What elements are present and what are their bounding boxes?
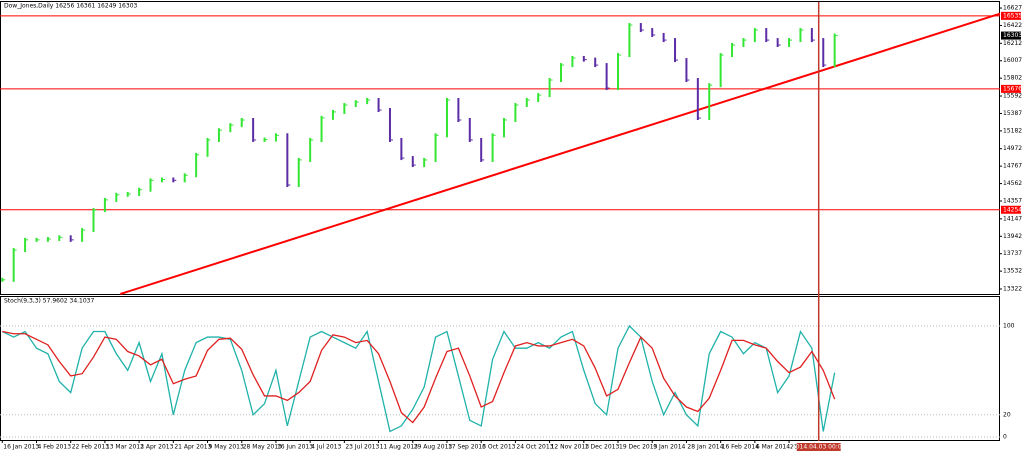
y-tick-label: 0 <box>1003 434 1007 441</box>
y-tick-label: 13942 <box>1003 233 1022 240</box>
x-tick-label: 22 Feb 2013 <box>72 444 110 451</box>
y-tick-label: 13737 <box>1003 250 1022 257</box>
x-tick-label: 16 Jan 2013 <box>3 444 39 451</box>
y-tick-label: 14147 <box>1003 215 1022 222</box>
x-tick-label: 4 Jul 2013 <box>311 444 341 451</box>
crosshair-label: 2014.04.03 00:00 <box>792 444 846 451</box>
x-tick-label: 17 Sep 2013 <box>448 444 486 451</box>
price-label: 15676 <box>1003 85 1022 92</box>
trend-line <box>119 12 1001 295</box>
x-tick-label: 29 Aug 2013 <box>414 444 453 451</box>
x-tick-label: 28 Jan 2014 <box>687 444 723 451</box>
x-tick-label: 4 Feb 2013 <box>37 444 71 451</box>
stoch-line <box>2 330 836 424</box>
x-tick-label: 9 Jan 2014 <box>653 444 685 451</box>
y-tick-label: 16627 <box>1003 5 1022 12</box>
price-label-box <box>1001 11 1021 20</box>
x-tick-label: 24 Oct 2013 <box>516 444 553 451</box>
x-tick-label: 9 May 2013 <box>209 444 244 451</box>
y-tick-label: 100 <box>1003 322 1015 329</box>
price-label: 14254 <box>1003 206 1022 213</box>
stoch-line <box>1 324 836 433</box>
y-tick-label: 14972 <box>1003 145 1022 152</box>
y-tick-label: 13532 <box>1003 268 1022 275</box>
crosshair-label-box <box>796 443 841 451</box>
x-tick-label: 19 Dec 2013 <box>619 444 658 451</box>
x-tick-label: 6 Oct 2013 <box>482 444 515 451</box>
y-tick-label: 20 <box>1003 411 1011 418</box>
y-tick-label: 15592 <box>1003 93 1022 100</box>
x-tick-label: 21 Apr 2013 <box>174 444 211 451</box>
y-tick-label: 16212 <box>1003 40 1022 47</box>
x-tick-label: 6 Mar 2014 <box>756 444 790 451</box>
x-tick-label: 13 Mar 2013 <box>106 444 144 451</box>
x-tick-label: 16 Jun 2013 <box>277 444 313 451</box>
y-tick-label: 15387 <box>1003 110 1022 117</box>
x-tick-label: 23 Jul 2013 <box>345 444 379 451</box>
y-tick-label: 14767 <box>1003 163 1022 170</box>
x-tick-label: 12 Nov 2013 <box>551 444 590 451</box>
x-tick-label: 28 May 2013 <box>243 444 282 451</box>
y-tick-label: 14357 <box>1003 198 1022 205</box>
price-title: Dow_Jones,Daily 16256 16361 16249 16303 <box>4 3 138 10</box>
price-panel <box>0 1 1000 295</box>
stoch-panel <box>0 296 1000 441</box>
x-tick-label: 2 Apr 2013 <box>140 444 173 451</box>
current-price-box <box>1001 31 1021 40</box>
y-tick-label: 15802 <box>1003 75 1022 82</box>
price-label-box <box>1001 205 1021 214</box>
x-tick-label: 11 Aug 2013 <box>380 444 419 451</box>
y-tick-label: 16422 <box>1003 22 1022 29</box>
current-price-label: 16303 <box>1003 32 1022 39</box>
y-tick-label: 15182 <box>1003 127 1022 134</box>
y-tick-label: 16007 <box>1003 57 1022 64</box>
y-tick-label: 14562 <box>1003 180 1022 187</box>
y-tick-label: 13322 <box>1003 285 1022 292</box>
x-tick-label: 1 Dec 2013 <box>585 444 620 451</box>
price-label: 16535 <box>1003 12 1022 19</box>
stoch-title: Stoch(9,3,3) 57.9602 34.1037 <box>4 298 95 305</box>
price-label-box <box>1001 84 1021 93</box>
x-tick-label: 16 Feb 2014 <box>722 444 760 451</box>
